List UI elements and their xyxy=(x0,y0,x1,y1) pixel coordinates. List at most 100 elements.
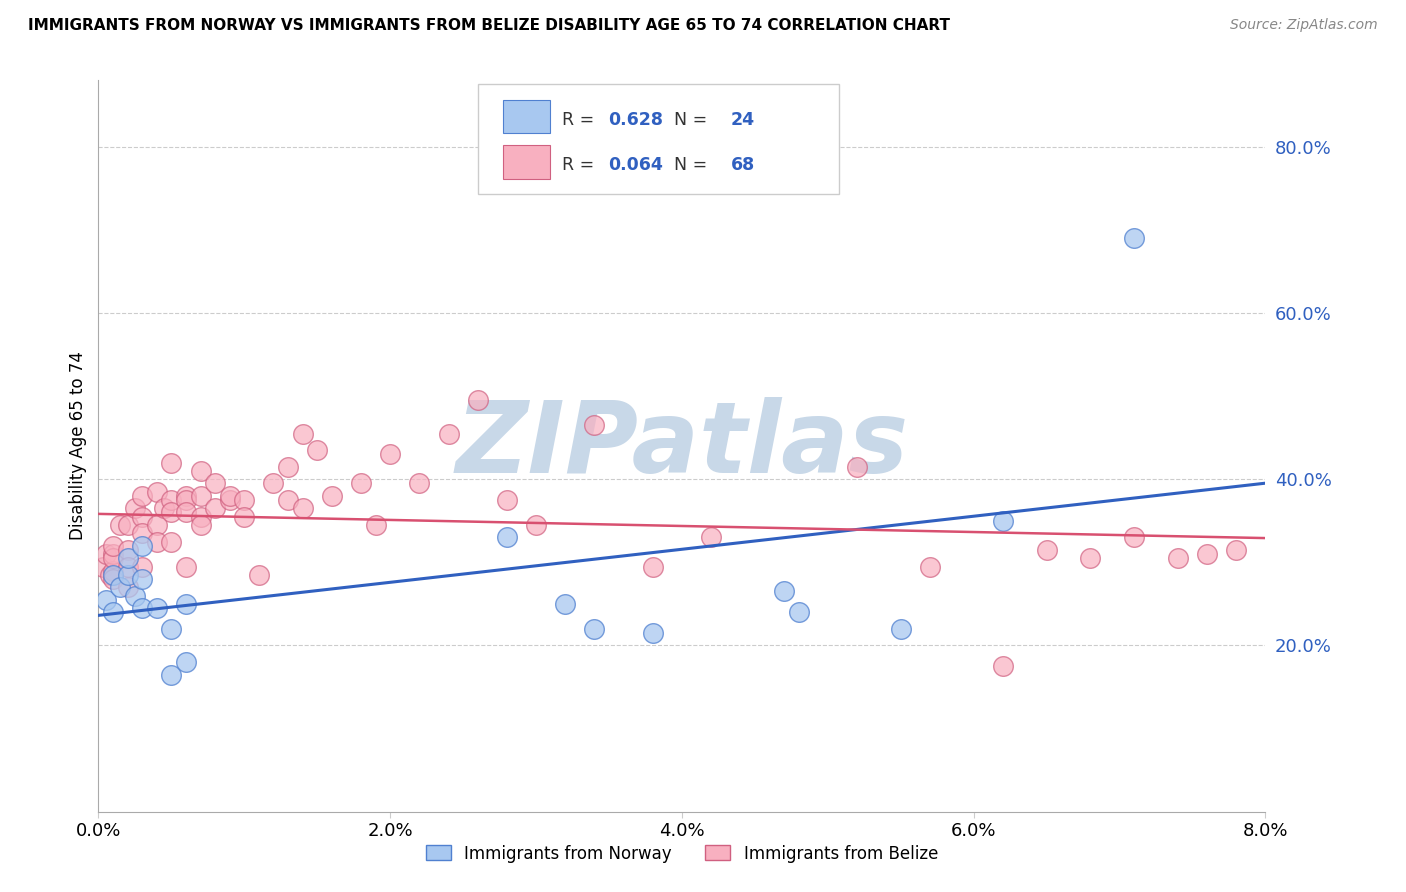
Point xyxy=(991,659,1014,673)
Text: 0.628: 0.628 xyxy=(609,111,664,128)
Point xyxy=(131,601,153,615)
Text: 24: 24 xyxy=(731,111,755,128)
Point xyxy=(117,518,139,533)
Text: Source: ZipAtlas.com: Source: ZipAtlas.com xyxy=(1230,18,1378,32)
Point xyxy=(1123,231,1146,245)
Point xyxy=(773,584,796,599)
Point xyxy=(110,580,132,594)
Point xyxy=(524,518,547,533)
Point xyxy=(101,547,124,561)
Point xyxy=(190,518,212,533)
Point xyxy=(146,534,169,549)
Point xyxy=(277,459,299,474)
Point xyxy=(233,493,256,508)
Point xyxy=(247,567,270,582)
Point xyxy=(467,393,489,408)
Y-axis label: Disability Age 65 to 74: Disability Age 65 to 74 xyxy=(69,351,87,541)
Point xyxy=(787,605,810,619)
Point xyxy=(94,547,117,561)
Text: N =: N = xyxy=(664,156,713,175)
Point xyxy=(1035,542,1057,557)
Point xyxy=(117,567,139,582)
Point xyxy=(160,622,183,636)
Point xyxy=(101,551,124,566)
Point xyxy=(496,493,519,508)
Point xyxy=(91,559,114,574)
Point xyxy=(131,572,153,586)
Point xyxy=(101,539,124,553)
Point xyxy=(380,447,402,461)
Point xyxy=(190,509,212,524)
Point xyxy=(131,526,153,541)
Point xyxy=(160,534,183,549)
Point xyxy=(94,592,117,607)
Text: N =: N = xyxy=(664,111,713,128)
Point xyxy=(174,489,197,503)
Point xyxy=(583,622,606,636)
Point xyxy=(918,559,941,574)
Point xyxy=(146,601,169,615)
Point xyxy=(101,567,124,582)
Point xyxy=(291,501,314,516)
Point xyxy=(174,493,197,508)
Bar xyxy=(503,100,550,133)
Point xyxy=(496,530,519,544)
Text: R =: R = xyxy=(562,111,599,128)
Point xyxy=(117,542,139,557)
Point xyxy=(124,501,146,516)
Point xyxy=(233,509,256,524)
Point xyxy=(174,597,197,611)
Point xyxy=(174,655,197,669)
Point xyxy=(160,667,183,681)
Point xyxy=(131,539,153,553)
Text: 0.064: 0.064 xyxy=(609,156,664,175)
Point xyxy=(101,572,124,586)
Point xyxy=(583,418,606,433)
Point xyxy=(160,493,183,508)
Text: IMMIGRANTS FROM NORWAY VS IMMIGRANTS FROM BELIZE DISABILITY AGE 65 TO 74 CORRELA: IMMIGRANTS FROM NORWAY VS IMMIGRANTS FRO… xyxy=(28,18,950,33)
Point xyxy=(174,559,197,574)
Point xyxy=(174,506,197,520)
Point xyxy=(845,459,868,474)
Point xyxy=(146,518,169,533)
Point xyxy=(204,476,226,491)
Point xyxy=(1080,551,1102,566)
Point xyxy=(101,605,124,619)
Legend: Immigrants from Norway, Immigrants from Belize: Immigrants from Norway, Immigrants from … xyxy=(419,838,945,869)
Point xyxy=(131,559,153,574)
Point xyxy=(437,426,460,441)
Point xyxy=(350,476,373,491)
Point xyxy=(408,476,430,491)
Bar xyxy=(503,145,550,178)
Point xyxy=(153,501,176,516)
Point xyxy=(190,489,212,503)
Point xyxy=(890,622,912,636)
Text: ZIPatlas: ZIPatlas xyxy=(456,398,908,494)
Point xyxy=(218,493,240,508)
Point xyxy=(204,501,226,516)
Point xyxy=(291,426,314,441)
Point xyxy=(307,443,329,458)
Point xyxy=(641,559,664,574)
Point xyxy=(101,564,124,578)
Point xyxy=(124,589,146,603)
Point xyxy=(321,489,343,503)
Point xyxy=(146,484,169,499)
Text: R =: R = xyxy=(562,156,599,175)
Point xyxy=(117,580,139,594)
Point xyxy=(1197,547,1219,561)
Point xyxy=(98,567,121,582)
Point xyxy=(364,518,387,533)
Point xyxy=(218,489,240,503)
Point xyxy=(160,506,183,520)
Point xyxy=(262,476,284,491)
Point xyxy=(131,489,153,503)
Text: 68: 68 xyxy=(731,156,755,175)
Point xyxy=(110,518,132,533)
Point xyxy=(190,464,212,478)
Point xyxy=(160,456,183,470)
Point xyxy=(277,493,299,508)
Point xyxy=(554,597,576,611)
FancyBboxPatch shape xyxy=(478,84,839,194)
Point xyxy=(117,559,139,574)
